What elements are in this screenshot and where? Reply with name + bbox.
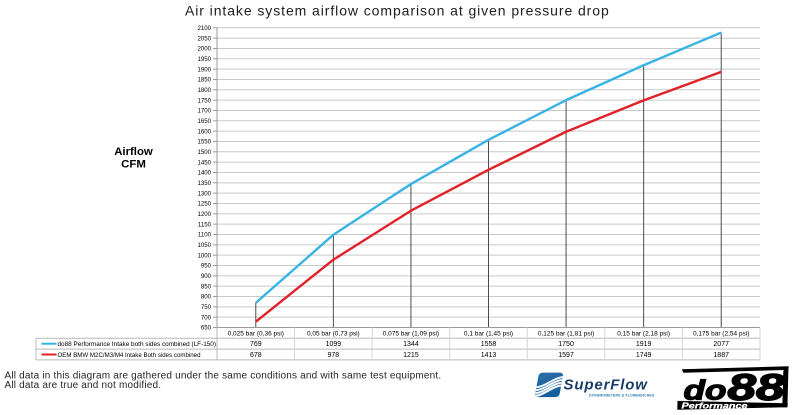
- svg-text:1200: 1200: [197, 211, 211, 218]
- svg-text:1000: 1000: [197, 252, 211, 259]
- svg-text:All data are true and not modi: All data are true and not modified.: [5, 380, 162, 391]
- svg-text:769: 769: [250, 341, 262, 348]
- svg-text:1300: 1300: [197, 190, 211, 197]
- svg-text:1800: 1800: [197, 87, 211, 94]
- svg-text:OEM BMW M2C/M3/M4 Intake Both: OEM BMW M2C/M3/M4 Intake Both sides comb…: [58, 352, 201, 359]
- svg-text:All data in this diagram are g: All data in this diagram are gathered un…: [5, 371, 442, 382]
- svg-text:678: 678: [250, 352, 262, 359]
- svg-text:do: do: [684, 374, 727, 405]
- svg-text:SuperFlow: SuperFlow: [564, 377, 649, 394]
- svg-text:1919: 1919: [636, 341, 652, 348]
- svg-text:0,075 bar (1,09 psi): 0,075 bar (1,09 psi): [383, 330, 439, 337]
- svg-text:2077: 2077: [713, 341, 729, 348]
- svg-text:1749: 1749: [636, 352, 652, 359]
- svg-text:1550: 1550: [197, 139, 211, 146]
- svg-text:Air intake system airflow comp: Air intake system airflow comparison at …: [185, 3, 610, 19]
- svg-text:2000: 2000: [197, 46, 211, 53]
- svg-text:1413: 1413: [481, 352, 497, 359]
- svg-text:1344: 1344: [403, 341, 419, 348]
- svg-text:0,1 bar (1,45 psi): 0,1 bar (1,45 psi): [464, 330, 513, 337]
- svg-text:1700: 1700: [197, 108, 211, 115]
- svg-text:1650: 1650: [197, 118, 211, 125]
- svg-text:2050: 2050: [197, 35, 211, 42]
- svg-text:1950: 1950: [197, 56, 211, 63]
- svg-text:1850: 1850: [197, 77, 211, 84]
- svg-text:1050: 1050: [197, 242, 211, 249]
- svg-text:0,15 bar (2,18 psi): 0,15 bar (2,18 psi): [617, 330, 670, 337]
- svg-text:do88 Performance Intake both s: do88 Performance Intake both sides combi…: [58, 341, 217, 348]
- svg-text:0,175 bar (2,54 psi): 0,175 bar (2,54 psi): [693, 330, 749, 337]
- svg-text:0,125 bar (1,81 psi): 0,125 bar (1,81 psi): [538, 330, 594, 337]
- svg-text:Airflow: Airflow: [114, 146, 153, 158]
- svg-text:1099: 1099: [326, 341, 342, 348]
- svg-text:1600: 1600: [197, 128, 211, 135]
- svg-text:750: 750: [201, 304, 212, 311]
- svg-text:0,05 bar (0,73 psi): 0,05 bar (0,73 psi): [307, 330, 360, 337]
- svg-text:Performance: Performance: [682, 401, 748, 411]
- svg-text:1100: 1100: [198, 232, 212, 239]
- svg-text:88: 88: [728, 366, 785, 408]
- svg-text:1350: 1350: [197, 180, 211, 187]
- svg-text:1500: 1500: [197, 149, 211, 156]
- svg-text:1750: 1750: [197, 97, 211, 104]
- svg-text:DYNAMOMETERS & FLOWBENCHES: DYNAMOMETERS & FLOWBENCHES: [589, 393, 655, 397]
- svg-text:1150: 1150: [198, 221, 212, 228]
- svg-text:1597: 1597: [558, 352, 574, 359]
- svg-text:1750: 1750: [558, 341, 574, 348]
- svg-text:2100: 2100: [197, 25, 211, 32]
- svg-text:850: 850: [201, 283, 212, 290]
- svg-text:700: 700: [201, 314, 212, 321]
- svg-text:950: 950: [201, 263, 212, 270]
- svg-text:1887: 1887: [713, 352, 729, 359]
- svg-text:800: 800: [201, 294, 212, 301]
- svg-text:900: 900: [201, 273, 212, 280]
- svg-text:0,025 bar (0,36 psi): 0,025 bar (0,36 psi): [228, 330, 284, 337]
- svg-text:1215: 1215: [403, 352, 419, 359]
- svg-text:1558: 1558: [481, 341, 497, 348]
- svg-text:650: 650: [201, 325, 212, 332]
- svg-text:1450: 1450: [197, 159, 211, 166]
- svg-text:CFM: CFM: [121, 158, 146, 170]
- svg-text:978: 978: [328, 352, 340, 359]
- svg-text:1400: 1400: [197, 170, 211, 177]
- svg-text:1250: 1250: [197, 201, 211, 208]
- svg-text:1900: 1900: [197, 66, 211, 73]
